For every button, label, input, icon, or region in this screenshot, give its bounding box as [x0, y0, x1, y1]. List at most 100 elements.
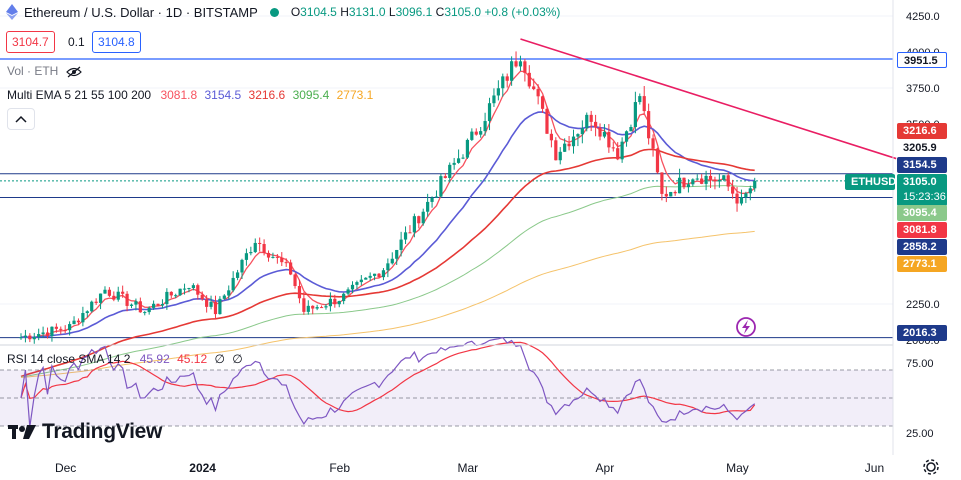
candle-body: [465, 139, 470, 158]
candle-body: [682, 177, 686, 188]
candle-body: [408, 232, 412, 234]
candle-body: [448, 164, 452, 178]
candle-body: [510, 61, 514, 81]
candle-body: [479, 131, 483, 135]
price-tag-3951.5: 3951.5: [897, 52, 947, 68]
candle-body: [563, 143, 567, 152]
ema-21-line: [20, 111, 755, 339]
candle-body: [523, 61, 527, 73]
candle-body: [452, 162, 456, 165]
price-tick-label: 2250.0: [906, 299, 940, 311]
candle-body: [518, 61, 523, 67]
candle-body: [399, 239, 403, 250]
eye-hidden-icon[interactable]: [65, 66, 82, 78]
symbol-price-label: ETHUSD: [845, 174, 896, 190]
candle-body: [700, 178, 704, 184]
ema-legend[interactable]: Multi EMA 5 21 55 100 200 3081.8 3154.5 …: [7, 88, 374, 102]
candle-body: [209, 301, 213, 307]
candle-body: [470, 131, 474, 140]
candle-body: [395, 249, 399, 259]
candle-body: [253, 242, 257, 253]
candle-body: [302, 298, 306, 312]
candle-body: [138, 301, 142, 313]
candle-body: [45, 332, 50, 336]
ohlc-values: O3104.5 H3131.0 L3096.1 C3105.0 +0.8 (+0…: [290, 5, 561, 19]
candle-body: [474, 131, 478, 135]
candle-body: [501, 76, 505, 89]
candle-body: [434, 196, 439, 198]
candle-body: [607, 131, 611, 148]
candle-body: [589, 114, 593, 122]
candle-body: [178, 288, 182, 296]
candle-body: [456, 158, 461, 163]
candle-body: [461, 157, 465, 159]
candle-body: [527, 72, 531, 87]
candle-body: [147, 307, 151, 313]
grid-lines: [0, 15, 893, 305]
candle-body: [616, 148, 620, 160]
candle-body: [585, 114, 589, 129]
settings-gear-icon[interactable]: [923, 459, 939, 475]
tradingview-logo[interactable]: TradingView: [8, 420, 162, 444]
candle-body: [187, 288, 191, 290]
price-tag-3105.0: 3105.0 15:23:36: [897, 174, 947, 206]
candle-body: [443, 176, 447, 178]
candle-body: [200, 294, 204, 300]
rsi-legend[interactable]: RSI 14 close SMA 14 2 45.92 45.12 ∅ ∅: [7, 352, 243, 366]
buy-price-button[interactable]: 3104.8: [92, 31, 141, 53]
candle-body: [350, 284, 355, 290]
candle-body: [576, 134, 580, 137]
candle-body: [98, 293, 103, 303]
symbol-title[interactable]: Ethereum / U.S. Dollar · 1D · BITSTAMP: [24, 4, 258, 20]
candle-body: [426, 201, 430, 212]
ema200-value: 2773.1: [336, 88, 374, 102]
candle-body: [708, 175, 713, 180]
candle-body: [262, 244, 266, 253]
ema-100-line: [20, 185, 755, 378]
rsi-ma-line: [20, 341, 756, 415]
trendline[interactable]: [520, 38, 897, 160]
candle-body: [94, 301, 98, 303]
candle-body: [235, 272, 240, 278]
chevron-up-icon: [15, 115, 27, 123]
lightning-icon[interactable]: [736, 317, 756, 337]
candle-body: [213, 301, 218, 315]
candle-body: [412, 216, 416, 233]
time-axis-label: Apr: [595, 461, 615, 475]
candle-body: [328, 298, 332, 307]
candle-body: [417, 216, 421, 224]
rsi-tick-label: 25.00: [906, 428, 934, 440]
candle-body: [496, 88, 500, 96]
candle-body: [85, 311, 89, 314]
ema100-value: 3095.4: [292, 88, 330, 102]
candle-body: [112, 295, 116, 300]
candle-body: [134, 301, 138, 305]
candle-body: [266, 252, 271, 258]
time-axis-label: May: [726, 461, 749, 475]
candle-body: [638, 96, 642, 103]
candle-body: [532, 86, 536, 90]
volume-legend[interactable]: Vol · ETH: [7, 64, 82, 78]
candle-body: [611, 147, 615, 149]
candle-body: [686, 184, 691, 188]
candle-body: [536, 89, 540, 97]
candle-body: [103, 289, 107, 294]
candle-body: [19, 337, 23, 339]
candle-body: [169, 291, 173, 296]
candle-body: [505, 76, 509, 81]
candle-body: [642, 96, 646, 112]
candle-body: [655, 148, 660, 173]
candle-body: [165, 291, 169, 305]
collapse-legend-button[interactable]: [7, 108, 35, 130]
candle-body: [744, 193, 748, 198]
candle-body: [143, 312, 147, 314]
candle-body: [717, 179, 721, 182]
candle-body: [647, 111, 651, 139]
price-tag-2773.1: 2773.1: [897, 256, 947, 272]
candle-body: [492, 95, 496, 104]
candle-body: [129, 304, 134, 306]
sell-price-button[interactable]: 3104.7: [6, 31, 55, 53]
candle-body: [315, 307, 319, 309]
candle-body: [545, 108, 549, 134]
